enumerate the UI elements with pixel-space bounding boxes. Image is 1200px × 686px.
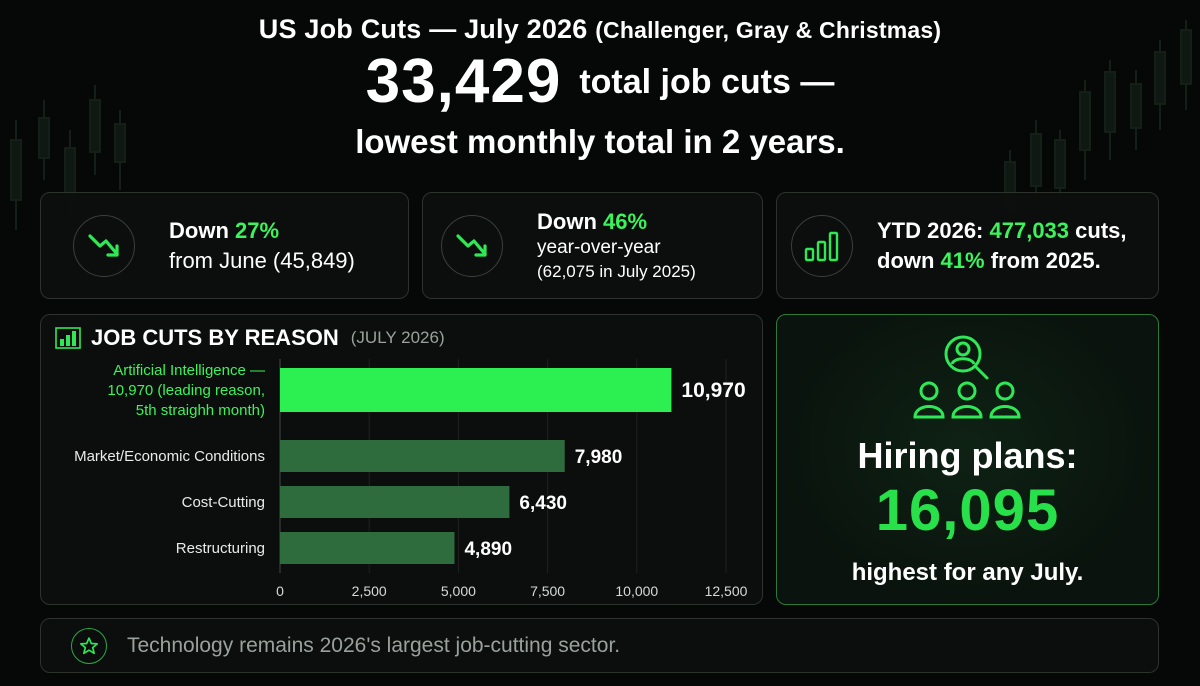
total-job-cuts-value: 33,429 (365, 47, 562, 116)
stat-prefix: Down (537, 208, 603, 234)
stat-line2-prefix: down (877, 247, 941, 273)
hiring-plans-card: Hiring plans: 16,095 highest for any Jul… (776, 314, 1159, 605)
stat-card-year-over-year: Down 46% year-over-year (62,075 in July … (422, 192, 763, 299)
category-label: Restructuring (176, 540, 265, 557)
stat-detail-secondary: (62,075 in July 2025) (537, 262, 696, 282)
stat-text: YTD 2026: 477,033 cuts, down 41% from 20… (877, 216, 1127, 275)
page-title: US Job Cuts — July 2026 (Challenger, Gra… (0, 14, 1200, 45)
bar (280, 532, 455, 564)
category-label: Cost-Cutting (182, 494, 265, 511)
title-source: (Challenger, Gray & Christmas) (595, 17, 942, 43)
bar (280, 368, 672, 412)
chart-title-icon (55, 327, 81, 349)
headline-subline: lowest monthly total in 2 years. (355, 123, 845, 160)
bar-value-label: 6,430 (519, 493, 567, 514)
bar-value-label: 10,970 (681, 379, 745, 402)
x-tick-label: 0 (276, 583, 284, 599)
stat-card-ytd: YTD 2026: 477,033 cuts, down 41% from 20… (776, 192, 1159, 299)
stat-card-month-over-month: Down 27% from June (45,849) (40, 192, 409, 299)
bar (280, 440, 565, 472)
trend-down-icon (441, 214, 503, 277)
stat-text: Down 27% from June (45,849) (169, 216, 355, 275)
chart-subtitle: (JULY 2026) (350, 328, 445, 347)
category-label: Artificial Intelligence — (113, 362, 265, 379)
footer-note: Technology remains 2026's largest job-cu… (40, 618, 1159, 673)
chart-title-text: JOB CUTS BY REASON (91, 325, 339, 350)
job-cuts-by-reason-chart: 0 2,500 5,000 7,500 10,000 12,500 10,970 Artifi… (40, 314, 763, 605)
x-tick-label: 7,500 (530, 583, 565, 599)
total-job-cuts-label: total job cuts — (579, 63, 835, 101)
stat-prefix: YTD 2026: (877, 217, 990, 243)
stat-prefix: Down (169, 217, 235, 243)
hiring-plans-value: 16,095 (875, 478, 1060, 543)
footer-text: Technology remains 2026's largest job-cu… (127, 633, 621, 657)
chart-title: JOB CUTS BY REASON (JULY 2026) (55, 325, 445, 351)
hiring-people-icon (913, 335, 1021, 419)
bar-chart-icon (791, 214, 853, 277)
headline: 33,429 total job cuts — (0, 51, 1200, 113)
stat-highlight: 46% (603, 208, 648, 234)
trend-down-icon (73, 214, 135, 277)
stat-highlight: 477,033 (989, 217, 1070, 243)
category-label: 5th straighh month) (136, 402, 265, 419)
stat-line2-suffix: from 2025. (984, 247, 1101, 273)
stat-detail: year-over-year (537, 237, 661, 259)
title-text: US Job Cuts — July 2026 (258, 14, 588, 44)
x-tick-label: 10,000 (615, 583, 658, 599)
stat-suffix: cuts, (1069, 217, 1127, 243)
stat-highlight: 27% (235, 217, 280, 243)
category-label: Market/Economic Conditions (74, 448, 265, 465)
hiring-plans-label: Hiring plans: (857, 435, 1078, 476)
x-tick-label: 12,500 (705, 583, 748, 599)
stat-text: Down 46% year-over-year (62,075 in July … (537, 208, 696, 283)
stat-detail: from June (45,849) (169, 247, 355, 273)
x-tick-label: 5,000 (441, 583, 476, 599)
bar-chart: 0 2,500 5,000 7,500 10,000 12,500 10,970 Artifi… (74, 359, 748, 599)
bar-value-label: 4,890 (464, 539, 512, 560)
bar (280, 486, 510, 518)
category-label: 10,970 (leading reason, (107, 382, 265, 399)
header: US Job Cuts — July 2026 (Challenger, Gra… (0, 14, 1200, 161)
stat-line2-highlight: 41% (940, 247, 985, 273)
bar-value-label: 7,980 (575, 447, 623, 468)
x-tick-label: 2,500 (352, 583, 387, 599)
hiring-plans-note: highest for any July. (851, 559, 1084, 586)
star-icon (71, 627, 107, 664)
